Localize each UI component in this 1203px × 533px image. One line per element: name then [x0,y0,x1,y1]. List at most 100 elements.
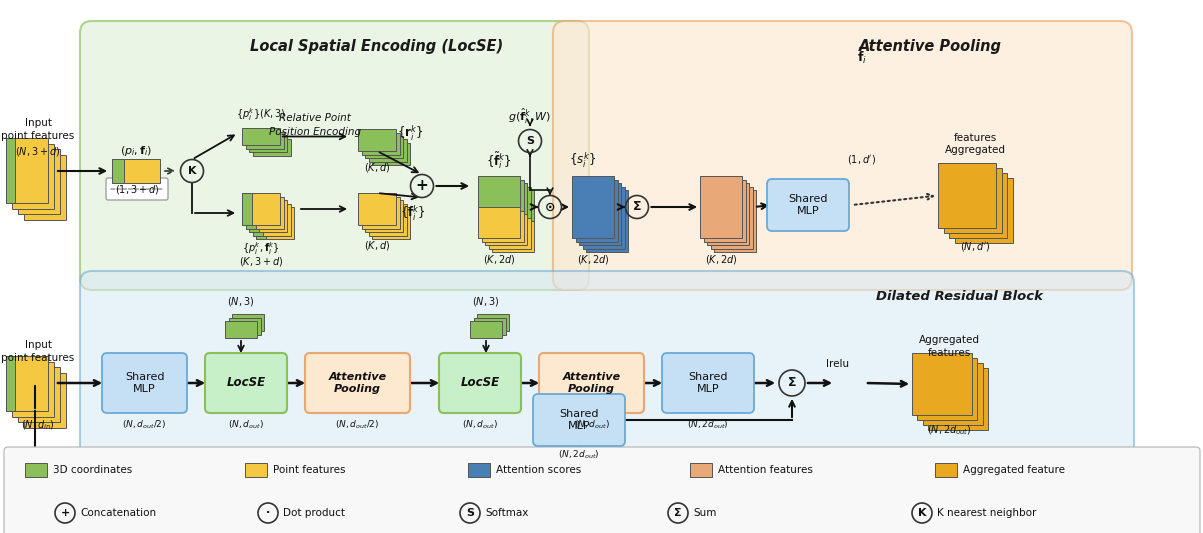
FancyBboxPatch shape [306,353,410,413]
Bar [368,204,407,236]
Bar [232,314,263,331]
Bar [704,180,746,241]
Text: +: + [415,179,428,193]
Text: LocSE: LocSE [461,376,499,390]
Bar [245,197,284,229]
Bar [943,168,1002,233]
Text: point features: point features [1,353,75,363]
Bar [25,463,47,477]
Text: $\{\mathbf{f}_i^k\}$: $\{\mathbf{f}_i^k\}$ [401,203,426,223]
Bar [256,207,266,239]
Text: $g(\hat{\mathbf{f}}_i^k, W)$: $g(\hat{\mathbf{f}}_i^k, W)$ [509,106,552,126]
Bar [478,314,509,331]
Bar [923,363,983,425]
Text: $(N, 3+d)$: $(N, 3+d)$ [16,144,60,157]
Bar [229,318,261,335]
Text: lrelu: lrelu [826,359,849,369]
Bar [256,207,294,239]
Bar [582,187,624,248]
Bar [372,207,410,239]
Text: $\{\tilde{\mathbf{f}}_i^k\}$: $\{\tilde{\mathbf{f}}_i^k\}$ [486,151,512,172]
Bar [579,183,621,245]
Text: $(K, 2d)$: $(K, 2d)$ [482,254,515,266]
Bar [481,180,523,211]
Text: Input: Input [24,340,52,350]
FancyBboxPatch shape [553,21,1132,290]
Text: S: S [526,136,534,146]
Bar [468,463,490,477]
Text: Aggregated: Aggregated [944,145,1006,155]
Bar [249,200,288,232]
Bar [112,159,160,183]
Bar [12,361,54,416]
Bar [249,200,259,232]
Text: Input: Input [24,118,52,128]
Text: Attentive
Pooling: Attentive Pooling [328,372,386,394]
Bar [12,143,54,208]
Bar [368,140,407,161]
Bar [18,149,60,214]
Text: $(N, 2d_{out})$: $(N, 2d_{out})$ [926,423,972,437]
FancyBboxPatch shape [533,394,626,446]
Text: Σ: Σ [633,200,641,214]
Text: 3D coordinates: 3D coordinates [53,465,132,475]
Bar [6,138,16,203]
Bar [918,358,978,420]
Bar [253,139,290,156]
Bar [481,180,523,241]
Text: ·: · [266,508,271,518]
Bar [492,190,534,221]
Bar [478,176,520,238]
Text: $(N, d_{out})$: $(N, d_{out})$ [229,419,263,431]
Text: K: K [918,508,926,518]
Text: $(K, d)$: $(K, d)$ [363,238,390,252]
Text: Σ: Σ [674,508,682,518]
Bar [361,133,399,155]
Text: Dilated Residual Block: Dilated Residual Block [877,289,1043,303]
Text: Σ: Σ [788,376,796,390]
Text: Shared
MLP: Shared MLP [559,409,599,431]
Text: $(N, d_{out}/2)$: $(N, d_{out}/2)$ [336,419,380,431]
Text: Relative Point: Relative Point [279,113,351,123]
Bar [485,183,527,214]
Text: +: + [60,508,70,518]
Text: $(1, 3+d)$: $(1, 3+d)$ [114,182,159,196]
Bar [492,190,534,252]
FancyBboxPatch shape [106,178,168,200]
Text: Shared
MLP: Shared MLP [688,372,728,394]
Bar [358,193,396,225]
Text: Sum: Sum [693,508,716,518]
Bar [470,321,502,338]
Bar [707,183,749,245]
Bar [372,143,410,165]
Text: K: K [188,166,196,176]
Text: $(K, 2d)$: $(K, 2d)$ [705,254,737,266]
Bar [225,321,257,338]
FancyBboxPatch shape [439,353,521,413]
Text: features: features [953,133,996,143]
Bar [24,155,66,220]
Bar [715,190,755,252]
Text: Attention features: Attention features [718,465,813,475]
Text: $(K, 2d)$: $(K, 2d)$ [576,254,609,266]
FancyBboxPatch shape [102,353,186,413]
Bar [6,356,16,411]
Text: ⊙: ⊙ [545,200,556,214]
Text: Local Spatial Encoding (LocSE): Local Spatial Encoding (LocSE) [250,38,503,53]
Text: Aggregated feature: Aggregated feature [962,465,1065,475]
Text: $(N, d_{out}/2)$: $(N, d_{out}/2)$ [123,419,167,431]
Bar [253,204,262,236]
Text: $\{\mathbf{r}_i^k\}$: $\{\mathbf{r}_i^k\}$ [397,123,423,143]
Bar [245,132,284,149]
Bar [935,463,958,477]
Text: $\{p_i^k\}(K,3)$: $\{p_i^k\}(K,3)$ [236,107,286,124]
Bar [949,173,1007,238]
Text: $(N, d_{out})$: $(N, d_{out})$ [462,419,498,431]
Text: Attentive
Pooling: Attentive Pooling [563,372,621,394]
Text: Aggregated: Aggregated [919,335,979,345]
FancyBboxPatch shape [81,271,1134,457]
Text: $\tilde{\mathbf{f}}_i$: $\tilde{\mathbf{f}}_i$ [857,46,867,66]
Bar [912,353,972,415]
FancyBboxPatch shape [768,179,849,231]
Text: Shared
MLP: Shared MLP [788,194,828,216]
